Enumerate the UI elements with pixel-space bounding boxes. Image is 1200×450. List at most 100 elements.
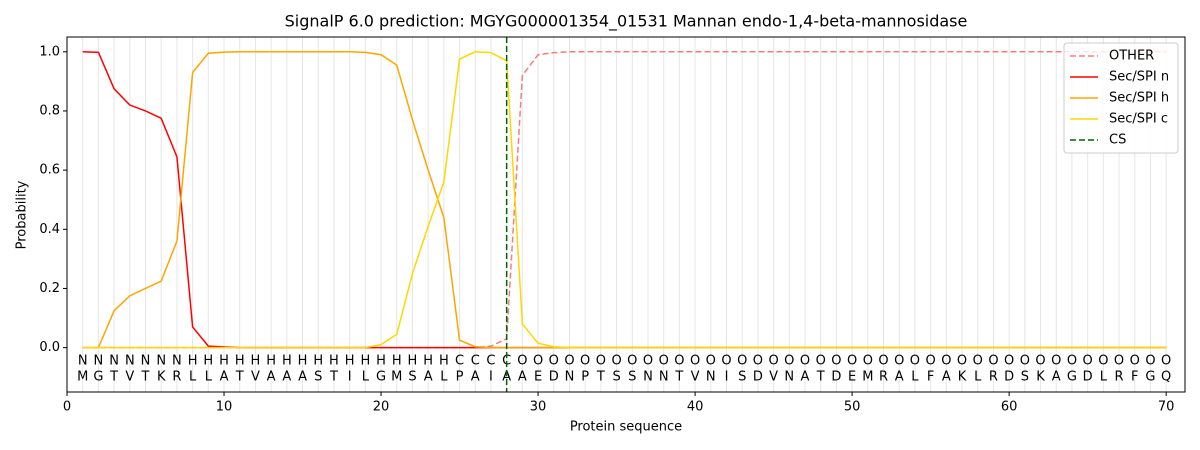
state-label: O: [768, 354, 778, 369]
legend-label: CS: [1109, 133, 1126, 148]
state-label: O: [737, 354, 747, 369]
residue-label: G: [1145, 370, 1155, 385]
state-label: O: [533, 354, 543, 369]
residue-label: V: [691, 370, 700, 385]
state-label: O: [973, 354, 983, 369]
state-label: O: [1067, 354, 1077, 369]
state-label: N: [94, 354, 104, 369]
state-label: O: [674, 354, 684, 369]
y-tick-label: 0.2: [39, 281, 60, 296]
residue-label: A: [1052, 370, 1061, 385]
state-label: O: [706, 354, 716, 369]
residue-label: D: [549, 370, 559, 385]
residue-label: S: [408, 370, 416, 385]
residue-label: T: [329, 370, 338, 385]
state-label: O: [784, 354, 794, 369]
state-label: O: [580, 354, 590, 369]
y-tick-label: 0.8: [39, 103, 60, 118]
state-label: O: [753, 354, 763, 369]
residue-label: L: [1100, 370, 1108, 385]
x-tick-label: 0: [63, 400, 71, 415]
state-label: N: [156, 354, 166, 369]
state-label: N: [125, 354, 135, 369]
state-label: H: [329, 354, 339, 369]
chart-title: SignalP 6.0 prediction: MGYG000001354_01…: [285, 12, 968, 32]
residue-label: A: [942, 370, 951, 385]
state-label: O: [1130, 354, 1140, 369]
residue-label: V: [125, 370, 134, 385]
state-label: H: [298, 354, 308, 369]
legend-label: Sec/SPI c: [1109, 112, 1168, 127]
state-label: H: [313, 354, 323, 369]
residue-label: G: [1067, 370, 1077, 385]
legend-label: OTHER: [1109, 49, 1154, 64]
state-label: O: [721, 354, 731, 369]
residue-label: T: [235, 370, 244, 385]
state-label: O: [894, 354, 904, 369]
state-label: O: [611, 354, 621, 369]
x-tick-label: 50: [844, 400, 861, 415]
residue-label: S: [628, 370, 636, 385]
legend-label: Sec/SPI h: [1109, 91, 1169, 106]
residue-label: V: [251, 370, 260, 385]
y-tick-label: 0.4: [39, 222, 60, 237]
residue-label: L: [205, 370, 213, 385]
residue-label: N: [659, 370, 669, 385]
legend-box: [1063, 42, 1179, 154]
residue-label: R: [172, 370, 181, 385]
state-label: H: [266, 354, 276, 369]
residue-label: D: [831, 370, 841, 385]
residue-label: A: [220, 370, 229, 385]
residue-label: E: [848, 370, 856, 385]
residue-label: M: [77, 370, 88, 385]
residue-label: T: [674, 370, 683, 385]
x-tick-label: 60: [1001, 400, 1018, 415]
residue-label: N: [706, 370, 716, 385]
residue-label: R: [879, 370, 888, 385]
state-label: O: [816, 354, 826, 369]
state-label: O: [988, 354, 998, 369]
residue-label: G: [93, 370, 103, 385]
residue-label: A: [801, 370, 810, 385]
residue-label: S: [1021, 370, 1029, 385]
state-label: O: [659, 354, 669, 369]
residue-label: A: [502, 370, 511, 385]
state-label: H: [376, 354, 386, 369]
residue-label: Q: [1161, 370, 1171, 385]
state-label: H: [423, 354, 433, 369]
state-label: H: [439, 354, 449, 369]
state-label: O: [863, 354, 873, 369]
residue-label: F: [1131, 370, 1138, 385]
state-label: O: [517, 354, 527, 369]
residue-label: S: [738, 370, 746, 385]
residue-label: L: [911, 370, 919, 385]
residue-label: D: [1004, 370, 1014, 385]
residue-label: T: [109, 370, 118, 385]
residue-label: I: [348, 370, 352, 385]
residue-label: T: [141, 370, 150, 385]
state-label: O: [926, 354, 936, 369]
residue-label: K: [958, 370, 967, 385]
state-label: O: [1145, 354, 1155, 369]
residue-label: M: [391, 370, 402, 385]
x-tick-label: 10: [216, 400, 233, 415]
state-label: H: [235, 354, 245, 369]
residue-label: M: [862, 370, 873, 385]
residue-label: F: [927, 370, 934, 385]
residue-label: T: [596, 370, 605, 385]
residue-label: G: [376, 370, 386, 385]
state-label: C: [471, 354, 480, 369]
residue-label: L: [974, 370, 982, 385]
residue-label: A: [518, 370, 527, 385]
state-label: H: [345, 354, 355, 369]
x-axis-label: Protein sequence: [570, 420, 682, 435]
state-label: O: [1051, 354, 1061, 369]
state-label: O: [1004, 354, 1014, 369]
residue-label: D: [1083, 370, 1093, 385]
state-label: C: [455, 354, 464, 369]
series-line: [82, 51, 1167, 349]
residue-label: I: [489, 370, 493, 385]
residue-label: T: [816, 370, 825, 385]
residue-label: A: [267, 370, 276, 385]
